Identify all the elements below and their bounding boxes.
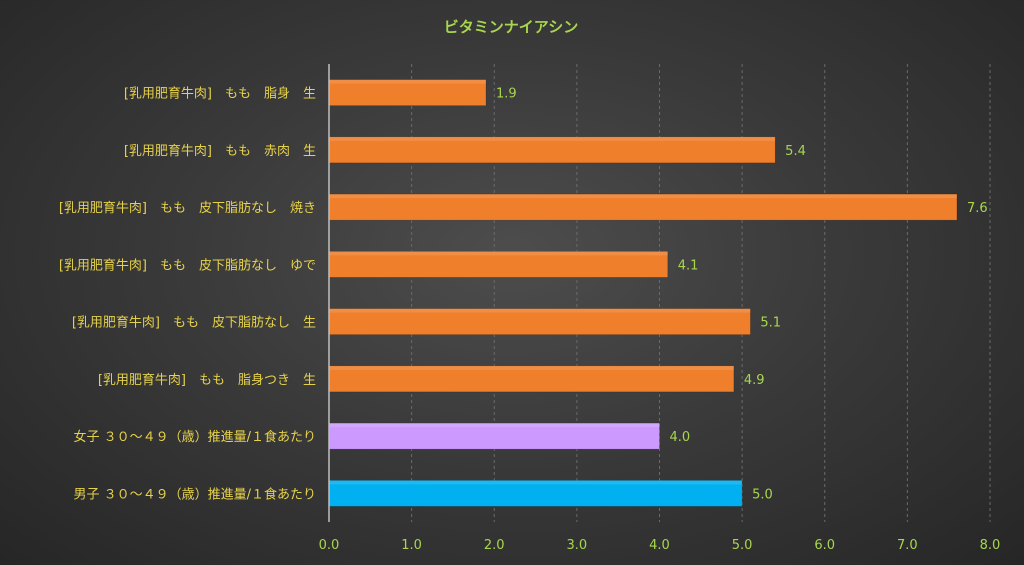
chart-title: ビタミンナイアシン xyxy=(444,18,578,36)
bar-highlight xyxy=(329,365,734,370)
category-label: [乳用肥育牛肉] もも 皮下脂肪なし ゆで xyxy=(59,257,316,273)
gridlines xyxy=(411,64,991,522)
bar-highlight xyxy=(329,423,660,428)
data-label: 4.9 xyxy=(744,373,765,388)
bar-highlight xyxy=(329,194,957,199)
category-label: 男子 ３０～４９（歳）推進量/１食あたり xyxy=(73,486,316,502)
data-label: 7.6 xyxy=(967,201,988,216)
bar-highlight xyxy=(329,136,776,141)
data-label: 4.0 xyxy=(670,430,691,445)
x-tick-label: 6.0 xyxy=(814,538,835,553)
bar-highlight xyxy=(329,480,743,485)
bar xyxy=(328,193,958,221)
category-label: [乳用肥育牛肉] もも 皮下脂肪なし 生 xyxy=(72,315,316,331)
x-axis-ticks: 0.0 1.0 2.0 3.0 4.0 5.0 6.0 7.0 8.0 xyxy=(319,538,1001,553)
data-label: 4.1 xyxy=(678,258,699,273)
x-tick-label: 5.0 xyxy=(732,538,753,553)
x-tick-label: 8.0 xyxy=(980,538,1001,553)
category-label: [乳用肥育牛肉] もも 脂身 生 xyxy=(124,86,316,102)
x-tick-label: 3.0 xyxy=(567,538,588,553)
bar xyxy=(328,480,743,507)
category-label: [乳用肥育牛肉] もも 赤肉 生 xyxy=(124,143,316,159)
category-labels: 1.9 [乳用肥育牛肉] もも 脂身 生 5.4 [乳用肥育牛肉] もも 赤肉 生 7.… xyxy=(59,86,988,503)
data-label: 5.4 xyxy=(785,144,806,159)
data-label: 5.1 xyxy=(760,316,781,331)
category-label: [乳用肥育牛肉] もも 皮下脂肪なし 焼き xyxy=(59,200,316,216)
x-tick-label: 7.0 xyxy=(897,538,918,553)
category-label: 女子 ３０～４９（歳）推進量/１食あたり xyxy=(73,429,316,445)
bar-highlight xyxy=(329,79,486,84)
x-tick-label: 4.0 xyxy=(649,538,670,553)
bar xyxy=(328,251,669,278)
data-label: 1.9 xyxy=(496,87,517,102)
bars xyxy=(328,79,958,507)
category-label: [乳用肥育牛肉] もも 脂身つき 生 xyxy=(98,372,316,388)
x-tick-label: 1.0 xyxy=(401,538,422,553)
x-tick-label: 2.0 xyxy=(484,538,505,553)
bar xyxy=(328,422,660,450)
bar xyxy=(328,365,735,393)
data-label: 5.0 xyxy=(752,487,773,502)
bar-highlight xyxy=(329,308,751,313)
bar xyxy=(328,79,487,106)
x-tick-label: 0.0 xyxy=(319,538,340,553)
bar-highlight xyxy=(329,251,668,256)
